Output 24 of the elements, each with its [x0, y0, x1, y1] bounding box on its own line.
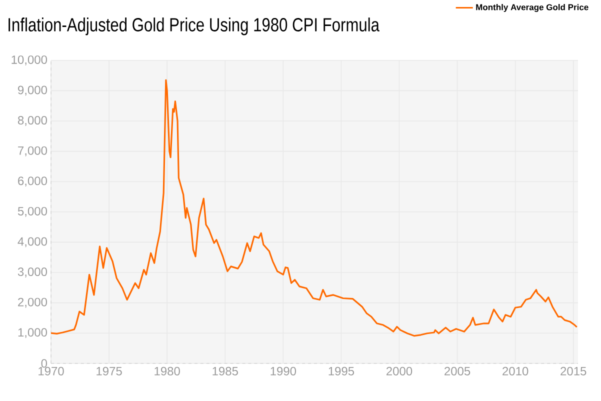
x-tick-label: 1970: [38, 366, 64, 376]
x-tick-label: 1980: [154, 366, 180, 376]
x-tick-label: 1995: [328, 366, 354, 376]
y-tick-label: 4,000: [18, 237, 48, 247]
y-tick-label: 8,000: [18, 116, 48, 126]
x-tick-label: 2000: [386, 366, 412, 376]
y-tick-label: 1,000: [18, 328, 48, 338]
x-tick-label: 1985: [212, 366, 238, 376]
x-tick-label: 1975: [96, 366, 122, 376]
x-tick-label: 2005: [444, 366, 470, 376]
x-tick-label: 1990: [270, 366, 296, 376]
chart-title: Inflation-Adjusted Gold Price Using 1980 CPI Formula: [8, 17, 380, 36]
x-tick-label: 2010: [502, 366, 528, 376]
y-tick-label: 9,000: [18, 86, 48, 96]
y-tick-label: 7,000: [18, 146, 48, 156]
y-tick-label: 10,000: [12, 55, 48, 66]
y-tick-label: 6,000: [18, 176, 48, 186]
y-tick-label: 3,000: [18, 267, 48, 278]
x-tick-label: 2015: [560, 366, 586, 376]
line-series: [51, 79, 578, 336]
y-tick-label: 2,000: [18, 298, 48, 308]
y-tick-label: 0: [41, 358, 48, 368]
y-tick-label: 5,000: [18, 206, 48, 217]
legend-label: Monthly Average Gold Price: [476, 4, 588, 12]
